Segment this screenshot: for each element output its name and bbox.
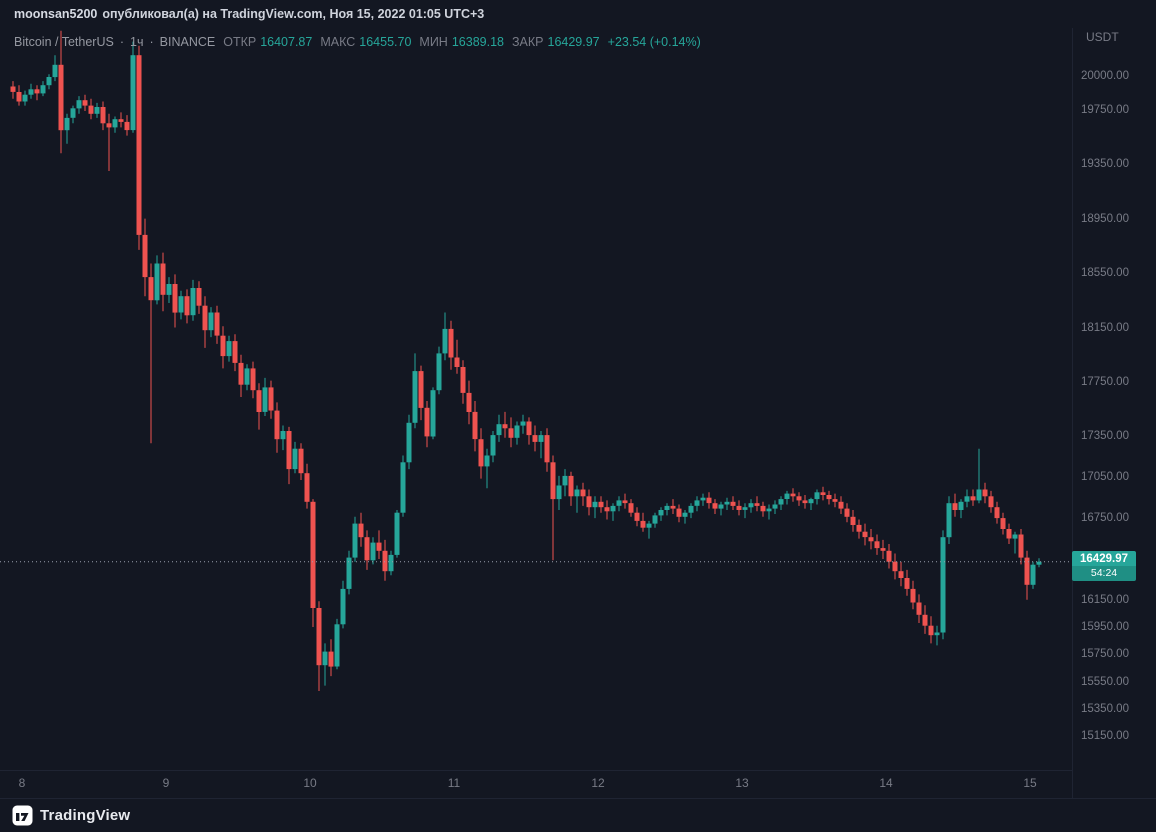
publish-header: moonsan5200 опубликовал(а) на TradingVie…: [0, 0, 1156, 28]
open-label: ОТКР: [223, 35, 257, 49]
close-value: 16429.97: [547, 35, 600, 49]
separator-dot: ·: [119, 35, 124, 49]
interval-label: 1ч: [130, 35, 144, 49]
time-axis-label: 10: [303, 776, 317, 790]
open-value: 16407.87: [260, 35, 313, 49]
symbol-title[interactable]: Bitcoin / TetherUS · 1ч · BINANCE: [14, 35, 215, 49]
high-value: 16455.70: [359, 35, 412, 49]
high-label: МАКС: [320, 35, 356, 49]
price-axis[interactable]: 20000.00 19750.00 19350.00 18950.00 18550.00…: [1072, 28, 1156, 798]
time-axis-label: 8: [18, 776, 26, 790]
quote-currency-watermark: USDT: [1086, 30, 1119, 44]
change-value: +23.54 (+0.14%): [607, 35, 701, 49]
price-axis-label: 16750.00: [1081, 512, 1129, 525]
low-label: МИН: [419, 35, 448, 49]
bar-countdown: 54:24: [1072, 566, 1136, 581]
price-axis-label: 20000.00: [1081, 69, 1129, 82]
price-axis-label: 15150.00: [1081, 730, 1129, 742]
publish-info: опубликовал(а) на TradingView.com, Ноя 1…: [102, 7, 485, 21]
price-axis-label: 18150.00: [1081, 321, 1129, 334]
close-label: ЗАКР: [511, 35, 544, 49]
price-axis-label: 15350.00: [1081, 702, 1129, 715]
price-axis-label: 18950.00: [1081, 212, 1129, 225]
time-axis-label: 12: [591, 776, 605, 790]
time-axis-label: 13: [735, 776, 749, 790]
time-axis-label: 11: [447, 776, 461, 790]
price-axis-label: 16150.00: [1081, 593, 1129, 606]
username: moonsan5200: [14, 7, 98, 21]
price-axis-label: 15550.00: [1081, 675, 1129, 688]
brand-name: TradingView: [40, 807, 131, 824]
price-axis-label: 19350.00: [1081, 158, 1129, 171]
last-price: 16429.97: [1072, 551, 1136, 566]
low-value: 16389.18: [451, 35, 504, 49]
tradingview-logo-icon: [12, 805, 33, 826]
time-axis[interactable]: 8 9 10 11 12 13 14 15: [0, 770, 1072, 799]
chart-legend: Bitcoin / TetherUS · 1ч · BINANCE ОТКР 1…: [14, 35, 701, 49]
price-axis-label: 15750.00: [1081, 648, 1129, 661]
exchange-label: BINANCE: [159, 35, 216, 49]
price-axis-label: 18550.00: [1081, 267, 1129, 280]
time-axis-label: 9: [162, 776, 170, 790]
separator-dot: ·: [149, 35, 154, 49]
last-price-badge: 16429.97 54:24: [1072, 551, 1136, 581]
footer-bar: TradingView: [0, 798, 1156, 832]
price-axis-label: 17750.00: [1081, 376, 1129, 388]
price-axis-label: 17350.00: [1081, 430, 1129, 443]
symbol-name: Bitcoin / TetherUS: [14, 35, 114, 49]
price-axis-label: 17050.00: [1081, 471, 1129, 484]
price-axis-label: 15950.00: [1081, 621, 1129, 633]
time-axis-label: 15: [1023, 776, 1037, 790]
time-axis-label: 14: [879, 776, 893, 790]
price-axis-label: 19750.00: [1081, 103, 1129, 116]
tradingview-link[interactable]: TradingView: [12, 805, 130, 826]
